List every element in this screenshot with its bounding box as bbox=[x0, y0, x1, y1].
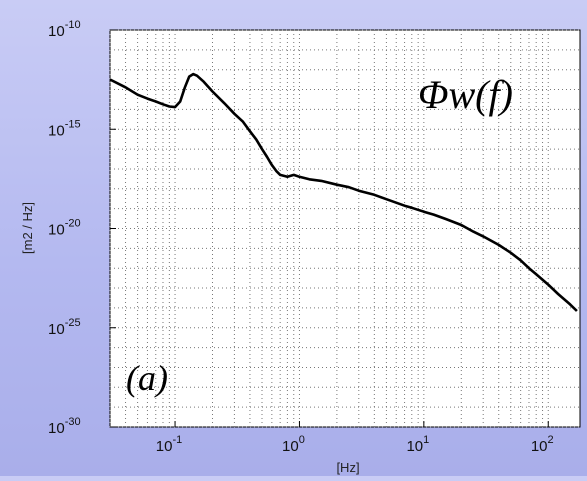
y-axis-label: [m2 / Hz] bbox=[20, 202, 35, 254]
series-line-0 bbox=[109, 72, 578, 312]
x-tick-base: 10 bbox=[531, 438, 548, 455]
annotation-label-a: (a) bbox=[126, 358, 168, 398]
y-tick-exponent: -30 bbox=[65, 416, 81, 428]
annotation-label-a-text: (a) bbox=[126, 358, 168, 398]
x-tick-base: 10 bbox=[156, 438, 173, 455]
y-tick-base: 10 bbox=[48, 122, 65, 139]
x-tick-label: 10-1 bbox=[156, 434, 182, 455]
y-tick-label: 10-15 bbox=[48, 118, 81, 139]
y-tick-base: 10 bbox=[48, 23, 65, 40]
x-tick-exponent: 2 bbox=[548, 434, 554, 446]
x-tick-exponent: 0 bbox=[299, 434, 305, 446]
y-tick-label: 10-25 bbox=[48, 317, 81, 338]
y-tick-exponent: -10 bbox=[65, 19, 81, 31]
plot-area bbox=[109, 29, 581, 428]
y-tick-label: 10-20 bbox=[48, 218, 81, 239]
y-tick-exponent: -25 bbox=[65, 317, 81, 329]
y-tick-label: 10-10 bbox=[48, 19, 81, 40]
x-tick-exponent: 1 bbox=[423, 434, 429, 446]
y-tick-exponent: -15 bbox=[65, 118, 81, 130]
y-tick-base: 10 bbox=[48, 420, 65, 437]
y-tick-base: 10 bbox=[48, 222, 65, 239]
series-layer bbox=[109, 72, 578, 312]
x-tick-base: 10 bbox=[282, 438, 299, 455]
x-tick-base: 10 bbox=[406, 438, 423, 455]
x-tick-label: 100 bbox=[282, 434, 305, 455]
x-tick-exponent: -1 bbox=[172, 434, 182, 446]
x-tick-label: 101 bbox=[406, 434, 429, 455]
y-tick-base: 10 bbox=[48, 321, 65, 338]
annotations: Φw(f) (a) bbox=[126, 72, 513, 398]
x-axis-label: [Hz] bbox=[336, 460, 359, 475]
annotation-phi-text: Φw(f) bbox=[418, 72, 513, 117]
x-tick-label: 102 bbox=[531, 434, 554, 455]
y-tick-label: 10-30 bbox=[48, 416, 81, 437]
annotation-phi: Φw(f) bbox=[418, 72, 513, 117]
y-tick-exponent: -20 bbox=[65, 218, 81, 230]
